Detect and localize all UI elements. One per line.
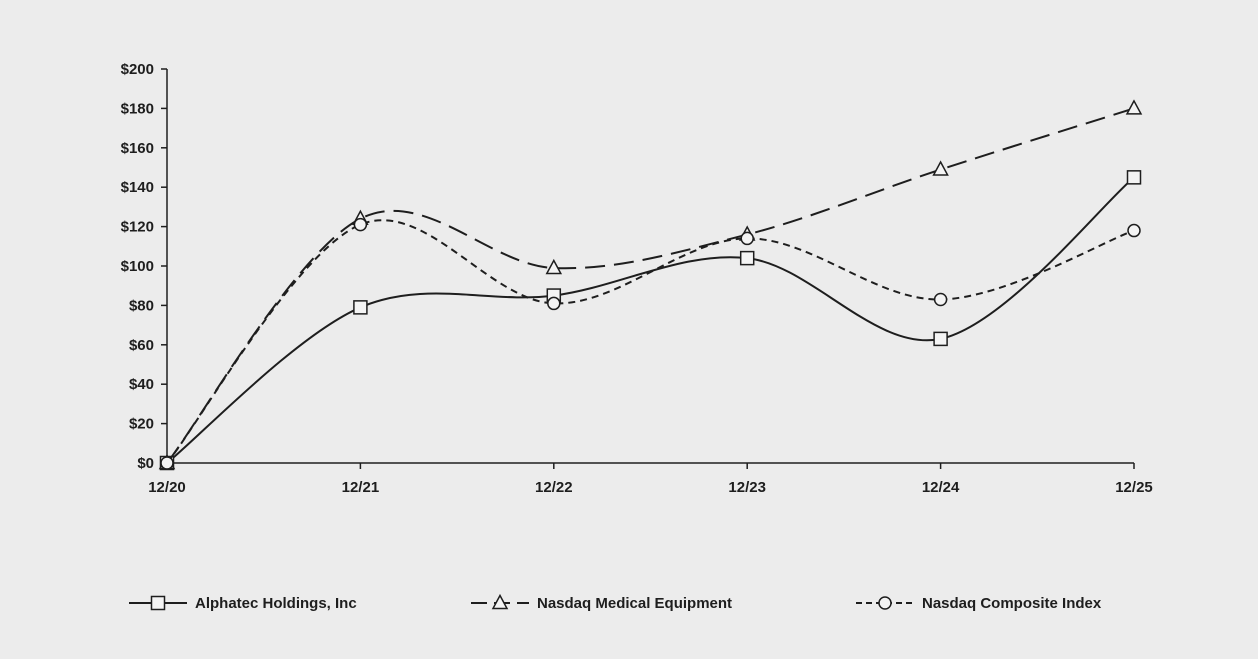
x-tick-label: 12/25 xyxy=(1115,479,1153,496)
series-line-nasdaq-medical-equipment xyxy=(166,107,1135,464)
data-point-nasdaq-composite-index xyxy=(160,456,174,470)
data-point-nasdaq-medical-equipment xyxy=(545,258,563,275)
x-tick-label: 12/21 xyxy=(342,479,380,496)
x-tick-label: 12/22 xyxy=(535,479,573,496)
legend-swatch-marker xyxy=(878,596,892,610)
series-alphatec-holdings-inc xyxy=(159,170,1142,471)
data-point-alphatec-holdings-inc xyxy=(739,250,755,266)
y-tick-label: $0 xyxy=(137,455,154,472)
x-tick-label: 12/24 xyxy=(922,479,960,496)
series-nasdaq-composite-index xyxy=(160,217,1141,470)
x-tick-label: 12/20 xyxy=(148,479,186,496)
axes: $0 $20 $40 $60 $80 $100 $120 $140 $160 $180 $200 12… xyxy=(121,61,1153,496)
data-point-nasdaq-composite-index xyxy=(740,231,754,246)
y-tick-label: $60 xyxy=(129,337,154,354)
y-tick-label: $20 xyxy=(129,416,154,433)
y-tick-label: $140 xyxy=(121,179,154,196)
y-tick-label: $180 xyxy=(121,100,154,117)
data-point-alphatec-holdings-inc xyxy=(1126,170,1142,185)
data-point-nasdaq-composite-index xyxy=(1127,223,1141,238)
legend-swatch-marker xyxy=(491,593,509,610)
data-point-nasdaq-composite-index xyxy=(547,296,561,311)
y-tick-label: $80 xyxy=(129,297,154,314)
legend-item-nasdaq-composite-index: Nasdaq Composite Index xyxy=(856,595,1102,612)
data-point-nasdaq-composite-index xyxy=(933,292,948,307)
y-tick-label: $160 xyxy=(121,140,154,157)
legend: Alphatec Holdings, Inc Nasdaq Medical Equ… xyxy=(129,593,1102,612)
data-point-alphatec-holdings-inc xyxy=(353,300,368,315)
data-point-alphatec-holdings-inc xyxy=(933,331,948,347)
legend-swatch-marker xyxy=(150,595,166,611)
legend-label: Nasdaq Composite Index xyxy=(922,595,1102,612)
y-tick-label: $200 xyxy=(121,61,154,78)
series-lines xyxy=(158,99,1143,471)
series-line-nasdaq-composite-index xyxy=(166,219,1135,464)
series-nasdaq-medical-equipment xyxy=(158,99,1143,470)
series-line-alphatec-holdings-inc xyxy=(166,176,1135,464)
x-tick-label: 12/23 xyxy=(728,479,766,496)
legend-label: Nasdaq Medical Equipment xyxy=(537,595,732,612)
legend-item-alphatec-holdings-inc: Alphatec Holdings, Inc xyxy=(129,595,357,612)
y-tick-label: $40 xyxy=(129,376,154,393)
data-point-nasdaq-medical-equipment xyxy=(932,160,949,176)
y-tick-label: $100 xyxy=(121,258,154,275)
data-point-nasdaq-medical-equipment xyxy=(1125,99,1143,115)
legend-label: Alphatec Holdings, Inc xyxy=(195,595,357,612)
y-tick-label: $120 xyxy=(121,219,154,236)
data-point-nasdaq-composite-index xyxy=(353,217,368,232)
legend-item-nasdaq-medical-equipment: Nasdaq Medical Equipment xyxy=(471,593,732,612)
